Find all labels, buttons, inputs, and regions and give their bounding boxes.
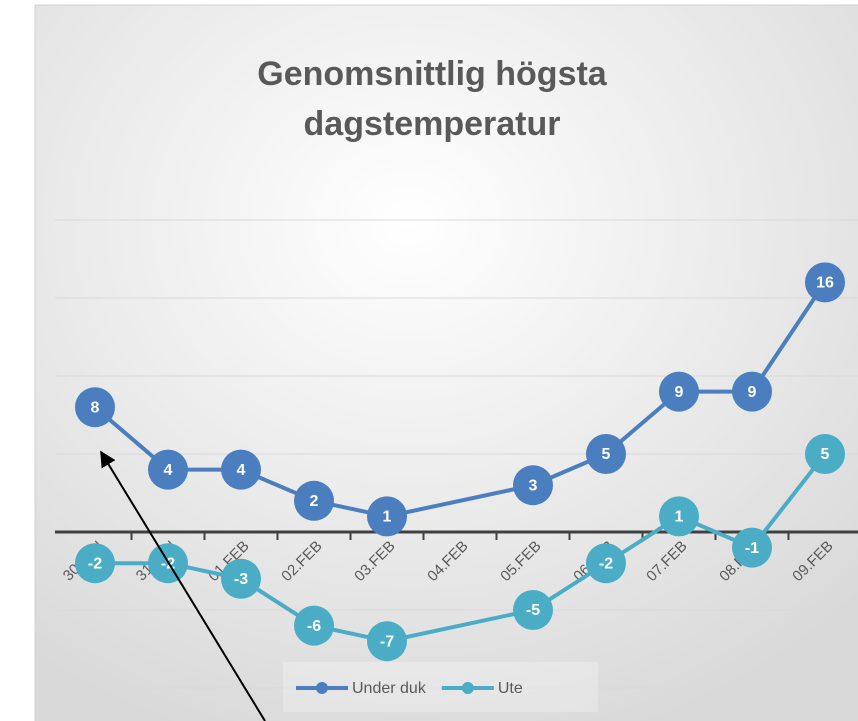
data-point <box>75 387 115 428</box>
data-point <box>659 496 699 537</box>
data-label: -2 <box>88 555 102 572</box>
data-point <box>659 371 699 412</box>
data-point <box>221 558 261 599</box>
data-point <box>732 527 772 568</box>
data-point <box>367 621 407 662</box>
data-point <box>586 543 626 584</box>
data-label: -5 <box>526 602 540 619</box>
data-point <box>294 480 334 521</box>
data-point <box>294 605 334 646</box>
data-label: 4 <box>237 462 246 479</box>
chart-title: dagstemperatur <box>304 105 561 143</box>
data-point <box>221 449 261 490</box>
legend-marker <box>316 682 328 694</box>
data-label: 8 <box>91 399 100 416</box>
data-label: -6 <box>307 618 321 635</box>
legend-label: Ute <box>498 680 523 697</box>
data-point <box>805 262 845 303</box>
series-line <box>95 452 827 644</box>
data-point <box>805 434 845 474</box>
data-label: 5 <box>821 446 830 463</box>
data-point <box>586 434 626 474</box>
data-point <box>513 590 553 630</box>
data-label: 2 <box>310 493 319 510</box>
annotation-arrow <box>100 450 266 721</box>
legend-marker <box>461 682 474 694</box>
data-label: -2 <box>599 555 613 572</box>
data-label: -1 <box>745 540 759 557</box>
data-label: 4 <box>164 462 173 479</box>
series-line <box>93 281 827 519</box>
chart-title: Genomsnittlig högsta <box>257 55 608 93</box>
data-label: 3 <box>529 477 538 494</box>
data-point <box>367 496 407 537</box>
data-label: 5 <box>602 446 611 463</box>
data-point <box>513 465 553 506</box>
chart-area <box>34 4 858 721</box>
legend-label: Under duk <box>352 680 427 697</box>
data-label: 9 <box>675 384 684 401</box>
legend: Under duk Ute <box>283 662 598 712</box>
data-label: -7 <box>380 633 394 650</box>
data-point <box>732 371 772 412</box>
data-label: 9 <box>748 384 757 401</box>
data-point <box>148 449 188 490</box>
data-point <box>75 543 115 584</box>
data-label: 16 <box>816 275 834 292</box>
data-label: 1 <box>383 509 392 526</box>
data-label: -3 <box>234 571 248 588</box>
data-label: 1 <box>675 509 684 526</box>
